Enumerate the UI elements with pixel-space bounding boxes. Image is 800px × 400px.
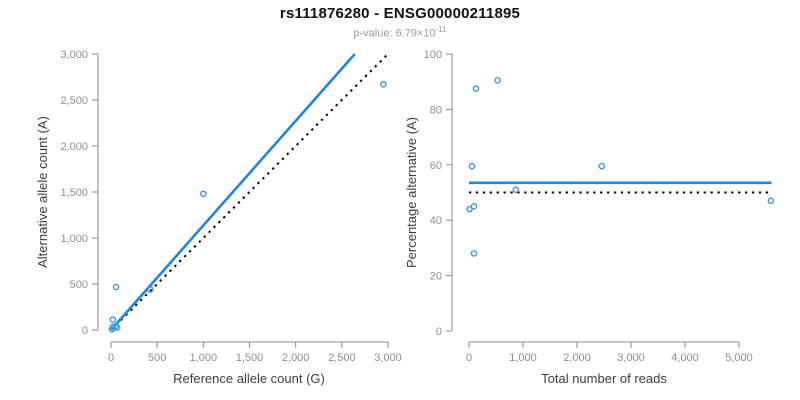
y-tick-label: 20 xyxy=(430,271,442,283)
x-tick-label: 1,000 xyxy=(509,352,537,364)
data-point xyxy=(109,316,117,323)
y-tick-label: 2,500 xyxy=(60,95,88,107)
x-tick-label: 1,000 xyxy=(190,352,218,364)
y-tick-label: 40 xyxy=(430,215,442,227)
data-point xyxy=(112,283,120,291)
x-tick-label: 2,000 xyxy=(282,352,310,364)
y-tick-label: 3,000 xyxy=(60,49,88,61)
y-tick-label: 80 xyxy=(430,104,442,116)
data-point xyxy=(470,250,478,257)
figure-title: rs111876280 - ENSG00000211895 xyxy=(279,5,521,22)
data-point xyxy=(494,77,501,84)
y-tick-label: 1,000 xyxy=(60,233,88,245)
x-tick-label: 3,000 xyxy=(374,352,402,364)
y-tick-label: 100 xyxy=(424,49,442,61)
expected-ratio-line xyxy=(110,53,389,331)
x-axis-title: Total number of reads xyxy=(541,371,667,386)
x-tick-label: 1,500 xyxy=(236,352,264,364)
data-point xyxy=(767,197,775,205)
x-tick-label: 2,500 xyxy=(328,352,356,364)
x-tick-label: 0 xyxy=(466,352,472,364)
fitted-ratio-line xyxy=(110,53,356,331)
y-tick-label: 0 xyxy=(82,325,88,337)
data-point xyxy=(470,203,478,210)
y-tick-label: 1,500 xyxy=(60,187,88,199)
y-tick-label: 500 xyxy=(70,279,88,291)
data-point xyxy=(466,205,473,213)
y-axis-title: Percentage alternative (A) xyxy=(404,117,419,268)
data-point xyxy=(468,162,476,170)
data-point xyxy=(113,324,121,331)
pvalue-exponent: -11 xyxy=(435,25,447,34)
x-tick-label: 4,000 xyxy=(671,352,699,364)
x-tick-label: 3,000 xyxy=(617,352,645,364)
data-point xyxy=(146,286,154,293)
data-point xyxy=(472,85,480,92)
data-point xyxy=(200,190,207,198)
y-tick-label: 0 xyxy=(436,326,442,338)
data-point xyxy=(512,186,520,194)
pvalue-text: p-value: 6.79×10 xyxy=(353,27,436,40)
y-tick-label: 60 xyxy=(430,160,442,172)
x-tick-label: 500 xyxy=(148,352,166,364)
x-tick-label: 2,000 xyxy=(563,352,591,364)
data-point xyxy=(112,322,120,330)
data-point xyxy=(380,81,387,88)
x-axis-title: Reference allele count (G) xyxy=(173,371,325,386)
y-tick-label: 2,000 xyxy=(60,141,88,153)
x-tick-label: 5,000 xyxy=(725,352,753,364)
y-axis-title: Alternative allele count (A) xyxy=(35,116,50,268)
figure-subtitle: p-value: 6.79×10-11 xyxy=(0,25,800,40)
x-tick-label: 0 xyxy=(108,352,114,364)
data-point xyxy=(598,162,606,170)
